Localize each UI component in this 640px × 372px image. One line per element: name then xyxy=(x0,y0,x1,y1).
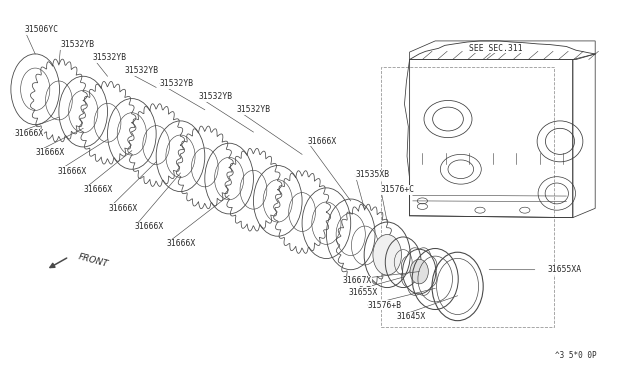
Text: 31666X: 31666X xyxy=(83,185,113,194)
Text: SEE SEC.311: SEE SEC.311 xyxy=(469,44,523,53)
Text: 31666X: 31666X xyxy=(109,204,138,213)
Text: 31532YB: 31532YB xyxy=(237,105,271,114)
Text: 31666X: 31666X xyxy=(58,167,87,176)
Text: 31532YB: 31532YB xyxy=(125,66,159,75)
Text: 31576+C: 31576+C xyxy=(381,185,415,194)
Text: 31666X: 31666X xyxy=(14,129,44,138)
Ellipse shape xyxy=(373,234,401,275)
Text: 31666X: 31666X xyxy=(35,148,65,157)
Text: 31666X: 31666X xyxy=(134,222,164,231)
Text: 31576+B: 31576+B xyxy=(368,301,402,310)
Text: ^3 5*0 0P: ^3 5*0 0P xyxy=(555,351,597,360)
Text: 31532YB: 31532YB xyxy=(160,79,194,88)
Ellipse shape xyxy=(410,259,428,284)
Text: 31667X: 31667X xyxy=(342,276,372,285)
Text: 31532YB: 31532YB xyxy=(198,92,232,101)
Text: 31655X: 31655X xyxy=(349,288,378,296)
Bar xyxy=(381,67,554,327)
Text: 31666X: 31666X xyxy=(307,137,337,146)
Text: FRONT: FRONT xyxy=(77,252,109,269)
Text: 31506YC: 31506YC xyxy=(24,25,58,34)
Text: 31535XB: 31535XB xyxy=(355,170,389,179)
Text: 31532YB: 31532YB xyxy=(93,53,127,62)
Text: 31532YB: 31532YB xyxy=(61,40,95,49)
Text: 31645X: 31645X xyxy=(397,312,426,321)
Text: 31666X: 31666X xyxy=(166,239,196,248)
Text: 31655XA: 31655XA xyxy=(547,265,581,274)
